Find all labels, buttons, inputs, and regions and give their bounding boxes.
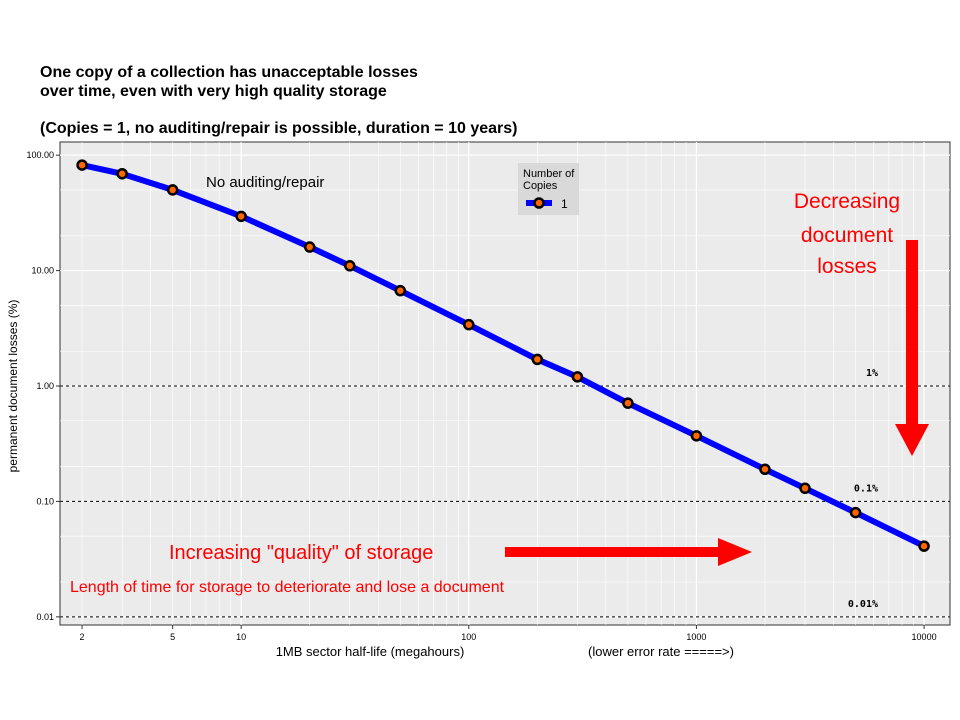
data-point bbox=[690, 430, 703, 442]
legend-title-line-2: Copies bbox=[523, 180, 558, 192]
y-tick-label: 10.00 bbox=[31, 266, 54, 276]
y-axis-label: permanent document losses (%) bbox=[6, 300, 20, 473]
data-point bbox=[76, 159, 88, 171]
increasing-quality-annotation: Increasing "quality" of storage bbox=[169, 542, 433, 564]
data-point bbox=[531, 353, 544, 366]
down-arrow bbox=[895, 240, 929, 456]
legend-box bbox=[518, 163, 579, 215]
data-point bbox=[463, 318, 475, 331]
data-point bbox=[394, 284, 407, 297]
reference-lines: 1% 0.1% 0.01% bbox=[60, 368, 950, 618]
x-axis-label: 1MB sector half-life (megahours) bbox=[276, 644, 465, 659]
y-tick-label: 100.00 bbox=[26, 150, 54, 160]
length-of-time-annotation: Length of time for storage to deteriorat… bbox=[70, 579, 505, 596]
legend-marker-swatch bbox=[533, 197, 545, 209]
decreasing-line-3: losses bbox=[817, 255, 877, 278]
chart-subtitle: (Copies = 1, no auditing/repair is possi… bbox=[40, 120, 518, 137]
series-annotation: No auditing/repair bbox=[206, 174, 324, 191]
y-tick-label: 0.01 bbox=[36, 612, 54, 622]
reference-line-label: 0.01% bbox=[848, 599, 878, 610]
x-tick-label: 10 bbox=[236, 632, 246, 642]
x-tick-label: 2 bbox=[80, 632, 85, 642]
x-tick-label: 1000 bbox=[686, 632, 706, 642]
data-point bbox=[235, 210, 247, 223]
data-point bbox=[344, 260, 356, 272]
reference-line-label: 0.1% bbox=[854, 483, 878, 494]
series-layer bbox=[76, 159, 930, 552]
decreasing-line-2: document bbox=[801, 224, 893, 247]
data-point bbox=[622, 397, 634, 409]
data-point bbox=[849, 506, 862, 519]
data-point bbox=[759, 463, 771, 476]
x-axis-note: (lower error rate =====>) bbox=[588, 644, 734, 659]
plot-panel bbox=[59, 141, 951, 626]
chart-title-line-1: One copy of a collection has unacceptabl… bbox=[40, 64, 418, 81]
tick-layer: 2 5 10 100 1000 10000 100.00 10.00 1.00 0.10 0.01 bbox=[26, 150, 936, 642]
data-point bbox=[918, 540, 930, 552]
x-tick-label: 5 bbox=[170, 632, 175, 642]
decreasing-line-1: Decreasing bbox=[794, 190, 900, 213]
legend-entry-label: 1 bbox=[561, 197, 568, 211]
y-tick-label: 1.00 bbox=[36, 381, 54, 391]
grid-layer bbox=[60, 142, 950, 625]
x-tick-label: 100 bbox=[461, 632, 476, 642]
data-point bbox=[303, 241, 316, 253]
y-tick-label: 0.10 bbox=[36, 496, 54, 506]
data-point bbox=[166, 184, 179, 196]
reference-line-label: 1% bbox=[866, 368, 878, 379]
data-point bbox=[799, 482, 811, 495]
x-tick-label: 10000 bbox=[912, 632, 937, 642]
data-point bbox=[571, 371, 584, 383]
series-line bbox=[79, 162, 928, 550]
data-point bbox=[116, 168, 128, 180]
legend: Number of Copies 1 bbox=[518, 163, 579, 215]
legend-title-line-1: Number of bbox=[523, 168, 575, 180]
right-arrow bbox=[505, 538, 752, 566]
chart-title-line-2: over time, even with very high quality s… bbox=[40, 83, 387, 100]
